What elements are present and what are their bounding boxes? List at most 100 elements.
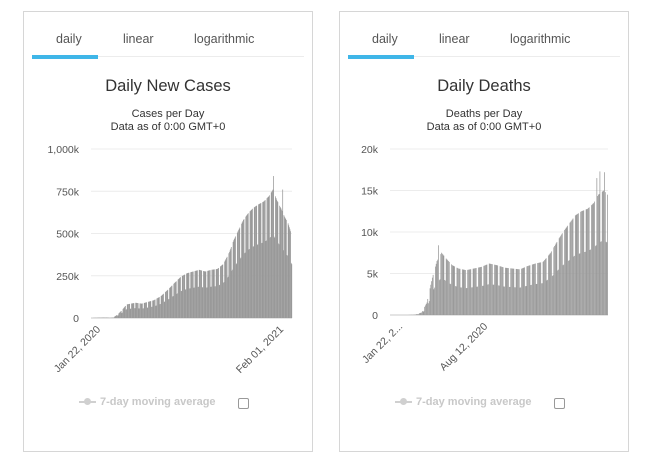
- bar: [571, 219, 573, 315]
- bar: [273, 176, 274, 318]
- tab-daily[interactable]: daily: [56, 32, 82, 46]
- bar: [234, 237, 236, 318]
- y-tick-label: 750k: [56, 186, 80, 198]
- x-tick-label: Jan 22, 2...: [360, 321, 405, 366]
- bar: [177, 279, 179, 318]
- bar: [255, 206, 257, 318]
- bar: [129, 308, 131, 318]
- bar: [520, 287, 522, 315]
- bar: [178, 278, 180, 318]
- bar: [127, 304, 129, 318]
- bar: [264, 200, 265, 318]
- bar: [175, 281, 177, 318]
- bar: [501, 266, 503, 315]
- bar: [129, 303, 131, 318]
- bar: [224, 261, 226, 318]
- bar: [163, 293, 164, 318]
- bar: [120, 311, 121, 318]
- bar: [137, 303, 138, 318]
- bar: [291, 264, 293, 318]
- tab-logarithmic[interactable]: logarithmic: [194, 32, 255, 46]
- bar: [155, 305, 157, 318]
- bar: [200, 270, 201, 318]
- bar: [175, 281, 177, 318]
- bar: [454, 266, 456, 315]
- bar: [274, 237, 276, 318]
- bar: [555, 243, 557, 315]
- moving-average-checkbox[interactable]: [238, 398, 249, 409]
- bar: [515, 268, 517, 315]
- bar: [159, 304, 161, 318]
- bar: [166, 290, 168, 318]
- bar: [482, 285, 484, 315]
- bar: [124, 306, 126, 318]
- bar: [215, 286, 216, 318]
- bar: [119, 312, 120, 318]
- bar: [562, 265, 564, 315]
- tab-logarithmic[interactable]: logarithmic: [510, 32, 571, 46]
- tab-linear[interactable]: linear: [123, 32, 154, 46]
- moving-average-legend[interactable]: 7-day moving average: [79, 396, 216, 408]
- bar: [287, 223, 289, 318]
- bar: [485, 265, 486, 315]
- bar: [266, 198, 268, 318]
- bar: [246, 215, 247, 318]
- moving-average-legend[interactable]: 7-day moving average: [395, 396, 532, 408]
- bar: [580, 211, 582, 315]
- bar: [181, 290, 183, 318]
- tab-daily[interactable]: daily: [372, 32, 398, 46]
- bar: [450, 284, 452, 315]
- bar: [256, 244, 258, 318]
- bar: [585, 209, 587, 315]
- bar: [132, 303, 134, 318]
- bar: [569, 222, 571, 315]
- bar: [467, 269, 469, 315]
- bar: [249, 211, 251, 318]
- bar: [288, 227, 290, 318]
- bar: [491, 264, 493, 315]
- bar: [150, 301, 152, 318]
- bar: [263, 201, 265, 318]
- y-tick-label: 15k: [361, 186, 379, 198]
- bar: [278, 244, 280, 318]
- bar: [114, 316, 115, 318]
- bar: [511, 268, 512, 315]
- bar: [550, 252, 552, 315]
- bar: [431, 281, 432, 315]
- bar: [180, 291, 182, 318]
- bar: [233, 240, 235, 318]
- bar: [567, 225, 569, 315]
- bar: [151, 306, 152, 318]
- bar: [168, 299, 169, 318]
- bar: [578, 253, 580, 315]
- bar: [489, 263, 491, 315]
- bar: [501, 266, 502, 315]
- bar: [521, 268, 523, 315]
- bar: [163, 301, 165, 318]
- y-tick-label: 500k: [56, 229, 80, 241]
- bar: [606, 242, 608, 315]
- bar: [589, 249, 591, 315]
- bar: [194, 287, 195, 318]
- bar: [563, 264, 565, 315]
- chart-subtitle: Deaths per Day: [445, 108, 523, 120]
- bar: [229, 252, 230, 318]
- tab-linear[interactable]: linear: [439, 32, 470, 46]
- bar: [429, 288, 431, 315]
- bar: [269, 237, 271, 318]
- bar: [527, 266, 529, 315]
- bar: [207, 270, 209, 318]
- bar: [417, 314, 419, 315]
- bar: [218, 285, 220, 318]
- bar: [172, 296, 173, 318]
- bar: [176, 293, 178, 318]
- bar: [518, 269, 519, 315]
- bar: [418, 314, 419, 315]
- bar: [513, 268, 515, 315]
- bar: [173, 283, 175, 318]
- bar: [215, 269, 217, 318]
- bar: [226, 256, 228, 318]
- bar: [535, 284, 537, 315]
- moving-average-checkbox[interactable]: [554, 398, 565, 409]
- bar: [607, 194, 608, 315]
